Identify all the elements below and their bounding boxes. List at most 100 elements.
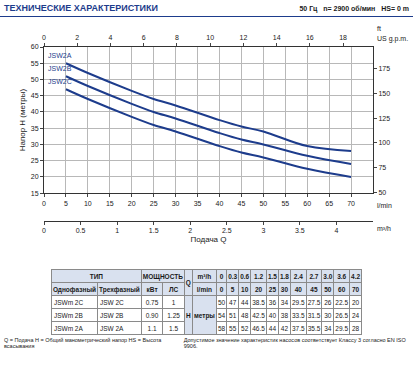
html-text:Однофазный Трехфазный: Однофазный Трехфазный [52, 285, 140, 293]
svg-text:20: 20 [128, 200, 136, 207]
html-text:1.5: 1.5 [267, 272, 277, 280]
html-text:H метры: H метры [186, 311, 215, 319]
svg-text:18: 18 [339, 34, 347, 41]
svg-text:6: 6 [142, 34, 146, 41]
svg-text:15: 15 [31, 190, 39, 197]
svg-text:3: 3 [261, 227, 265, 234]
html-text:JSWm 2C: JSWm 2C [53, 298, 84, 306]
svg-text:m³/h: m³/h [377, 225, 391, 232]
svg-text:60: 60 [303, 200, 311, 207]
svg-text:50: 50 [378, 189, 386, 196]
svg-text:JSW2B: JSW2B [48, 65, 72, 72]
html-text:2.4: 2.4 [293, 272, 303, 280]
svg-text:ft: ft [377, 25, 381, 32]
html-text:1.2: 1.2 [254, 272, 264, 280]
html-text:20: 20 [255, 285, 263, 293]
svg-text:150: 150 [378, 90, 390, 97]
html-text:4.2: 4.2 [351, 272, 361, 280]
html-text:ТЕХНИЧЕСКИЕ ХАРАКТЕРИСТИКИ: ТЕХНИЧЕСКИЕ ХАРАКТЕРИСТИКИ [4, 3, 158, 13]
svg-text:0: 0 [42, 227, 46, 234]
html-text:m³/h: m³/h [197, 272, 212, 280]
svg-text:JSW2A: JSW2A [48, 52, 72, 59]
svg-text:35: 35 [194, 200, 202, 207]
html-text:ЛС: ЛС [168, 285, 179, 293]
html-text:26: 26 [324, 298, 332, 306]
svg-text:55: 55 [31, 60, 39, 67]
html-text:50 Гц n= 2900 об/мин HS= 0 m: 50 Гц n= 2900 об/мин HS= 0 m [299, 4, 409, 12]
html-text:3.6: 3.6 [337, 272, 347, 280]
svg-text:75: 75 [378, 164, 386, 171]
html-text:38.5: 38.5 [252, 298, 265, 306]
svg-text:125: 125 [378, 115, 390, 122]
svg-text:0: 0 [42, 34, 46, 41]
svg-text:0: 0 [42, 200, 46, 207]
svg-text:16: 16 [306, 34, 314, 41]
html-text:50: 50 [324, 285, 332, 293]
html-text:2.7: 2.7 [309, 272, 319, 280]
html-text:60: 60 [338, 285, 346, 293]
html-text:3.0: 3.0 [323, 272, 333, 280]
svg-text:US g.p.m.: US g.p.m. [377, 35, 408, 43]
svg-text:30: 30 [31, 141, 39, 148]
html-text:10: 10 [241, 285, 249, 293]
svg-text:JSW2C: JSW2C [48, 78, 72, 85]
svg-text:50: 50 [259, 200, 267, 207]
svg-text:8: 8 [175, 34, 179, 41]
html-text:30: 30 [280, 285, 289, 293]
svg-text:Подача Q: Подача Q [190, 235, 226, 244]
svg-text:10: 10 [206, 34, 214, 41]
html-text:JSW 2C: JSW 2C [99, 298, 124, 306]
svg-text:20: 20 [31, 173, 39, 180]
svg-text:12: 12 [239, 34, 247, 41]
html-text:0.3 0.6: 0.3 0.6 [228, 272, 250, 280]
html-text:1.8: 1.8 [280, 272, 289, 280]
svg-text:15: 15 [106, 200, 114, 207]
svg-text:45: 45 [238, 200, 246, 207]
html-text:МОЩНОСТЬ: МОЩНОСТЬ [142, 272, 183, 280]
html-text:кВт: кВт [146, 285, 158, 293]
svg-text:50: 50 [31, 76, 39, 83]
svg-text:4: 4 [109, 34, 113, 41]
svg-text:45: 45 [31, 92, 39, 99]
svg-text:175: 175 [378, 65, 390, 72]
svg-text:Напор H (метры): Напор H (метры) [18, 88, 27, 151]
svg-text:4: 4 [334, 227, 338, 234]
svg-text:60: 60 [31, 43, 39, 50]
html-text:50: 50 [217, 298, 226, 306]
html-text:0.75: 0.75 [145, 298, 159, 306]
svg-text:70: 70 [347, 200, 355, 207]
svg-text:40: 40 [216, 200, 224, 207]
svg-text:30: 30 [172, 200, 180, 207]
svg-text:10: 10 [84, 200, 92, 207]
svg-text:2.5: 2.5 [222, 227, 232, 234]
svg-text:55: 55 [281, 200, 289, 207]
svg-text:3.5: 3.5 [295, 227, 305, 234]
svg-text:1.5: 1.5 [149, 227, 159, 234]
svg-text:25: 25 [150, 200, 158, 207]
html-text:29.5 27.5: 29.5 27.5 [292, 298, 321, 306]
html-text:25: 25 [268, 285, 276, 293]
svg-text:35: 35 [31, 125, 39, 132]
html-text:44: 44 [241, 298, 249, 306]
html-text:45: 45 [310, 285, 318, 293]
html-text:40: 40 [294, 285, 302, 293]
svg-text:l/min: l/min [377, 202, 392, 209]
html-text:47: 47 [229, 298, 237, 306]
svg-text:5: 5 [64, 200, 68, 207]
svg-text:14: 14 [273, 34, 281, 41]
svg-text:0.5: 0.5 [76, 227, 86, 234]
html-text:Q = Подача H = Общий манометри: Q = Подача H = Общий манометрический нап… [4, 337, 162, 349]
html-text:l/min: l/min [196, 285, 212, 293]
svg-text:40: 40 [31, 108, 39, 115]
svg-text:100: 100 [378, 139, 390, 146]
svg-text:25: 25 [31, 157, 39, 164]
html-text:Допустимое значение характерис: Допустимое значение характеристик насосо… [183, 337, 406, 349]
svg-text:65: 65 [325, 200, 333, 207]
html-text:70: 70 [351, 285, 360, 293]
html-text:ТИП: ТИП [89, 272, 103, 280]
svg-text:1: 1 [115, 227, 119, 234]
html-text:36: 36 [268, 298, 276, 306]
svg-text:2: 2 [75, 34, 79, 41]
html-text:34: 34 [280, 298, 289, 306]
svg-text:2: 2 [188, 227, 192, 234]
